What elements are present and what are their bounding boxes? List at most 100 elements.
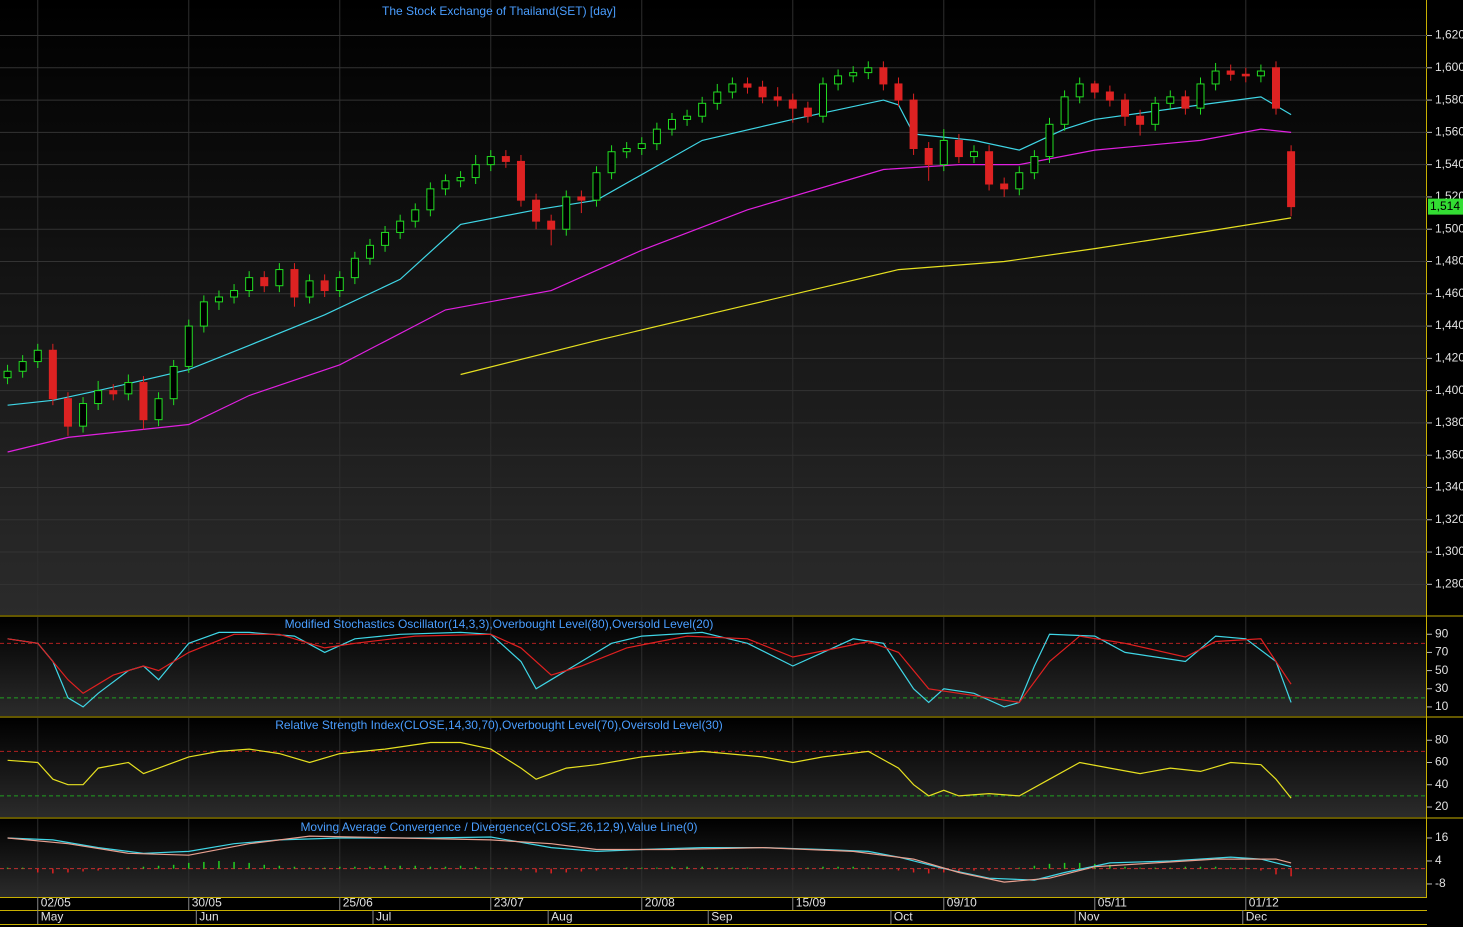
x-tick-label: 02/05 — [41, 896, 71, 910]
candle-body — [683, 115, 692, 120]
histogram-bar — [927, 868, 930, 874]
histogram-bar — [1169, 867, 1172, 869]
candle-body — [290, 269, 299, 298]
candle-body — [3, 370, 12, 379]
candle-body — [622, 148, 631, 153]
histogram-bar — [958, 868, 960, 872]
candle-body — [607, 151, 616, 174]
histogram-bar — [867, 867, 870, 869]
candle-body — [214, 296, 223, 303]
candle-body — [335, 277, 344, 292]
histogram-bar — [278, 865, 281, 869]
candle-body — [381, 231, 390, 246]
y-tick-label: 70 — [1435, 645, 1449, 659]
histogram-bar — [444, 866, 447, 869]
histogram-bar — [746, 867, 749, 869]
y-tick-label: 1,440 — [1435, 318, 1463, 332]
x-tick-label: 01/12 — [1249, 896, 1279, 910]
candle-body — [109, 390, 118, 395]
x-tick-label: 09/10 — [947, 896, 977, 910]
histogram-bar — [671, 866, 673, 869]
histogram-bar — [112, 868, 115, 870]
y-tick-label: 90 — [1435, 626, 1449, 640]
candle-body — [396, 220, 405, 233]
y-tick-label: 1,460 — [1435, 286, 1463, 300]
candle-body — [818, 83, 827, 117]
candle-body — [879, 67, 888, 85]
histogram-bar — [520, 868, 522, 871]
histogram-bar — [837, 866, 839, 869]
candle-body — [939, 139, 948, 166]
candle-body — [954, 139, 963, 158]
histogram-bar — [731, 867, 734, 869]
month-label: Jun — [199, 910, 218, 924]
candle-body — [1030, 156, 1039, 174]
x-tick-label: 05/11 — [1098, 896, 1127, 910]
candle-body — [1105, 91, 1114, 101]
last-price-label: 1,514 — [1430, 199, 1460, 213]
histogram-bar — [1199, 866, 1202, 869]
y-tick-label: 1,540 — [1435, 157, 1463, 171]
rsi-panel-bg — [0, 718, 1427, 817]
month-label: Nov — [1078, 910, 1099, 924]
y-tick-label: 40 — [1435, 777, 1449, 791]
candle-body — [79, 403, 88, 427]
candle-body — [698, 102, 707, 117]
y-tick-label: 1,340 — [1435, 480, 1463, 494]
candle-body — [969, 151, 978, 158]
candle-body — [1136, 115, 1145, 125]
candle-body — [758, 86, 767, 98]
histogram-bar — [263, 864, 266, 869]
candle-body — [743, 83, 752, 88]
candle-body — [1256, 70, 1265, 77]
candle-body — [849, 72, 858, 77]
histogram-bar — [580, 868, 583, 872]
histogram-bar — [429, 866, 432, 869]
month-label: Jul — [376, 910, 391, 924]
histogram-bar — [354, 866, 356, 869]
histogram-bar — [852, 866, 854, 869]
histogram-bar — [157, 865, 160, 869]
y-tick-label: 1,560 — [1435, 125, 1463, 139]
histogram-bar — [399, 865, 401, 869]
candle-body — [48, 349, 57, 400]
candle-body — [33, 349, 42, 363]
candle-body — [320, 280, 329, 292]
y-tick-label: 80 — [1435, 732, 1449, 746]
candle-body — [1196, 83, 1205, 109]
histogram-bar — [172, 864, 175, 869]
histogram-bar — [1109, 864, 1111, 869]
y-tick-label: 1,280 — [1435, 577, 1463, 591]
stoch-panel-bg — [0, 617, 1427, 716]
histogram-bar — [37, 868, 39, 873]
moving-average — [7, 96, 1292, 406]
indicator-line — [7, 631, 1292, 708]
histogram-bar — [459, 865, 462, 869]
candle-body — [652, 128, 661, 145]
y-tick-label: 1,320 — [1435, 512, 1463, 526]
histogram-bar — [1245, 867, 1247, 869]
indicator-line — [7, 633, 1292, 704]
indicator-line — [7, 741, 1292, 799]
histogram-bar — [1154, 867, 1156, 869]
histogram-bar — [1260, 868, 1262, 871]
histogram-bar — [233, 861, 235, 869]
y-tick-label: 1,600 — [1435, 60, 1463, 74]
histogram-bar — [656, 867, 658, 869]
histogram-bar — [1275, 868, 1277, 875]
histogram-bar — [474, 866, 477, 869]
candle-body — [1287, 151, 1296, 208]
candle-body — [773, 96, 782, 101]
panel-title: Modified Stochastics Oscillator(14,3,3),… — [285, 617, 714, 631]
candle-body — [1060, 96, 1069, 125]
candle-body — [1151, 102, 1160, 125]
candle-body — [1045, 123, 1054, 158]
candle-body — [350, 257, 359, 279]
panel-title: Relative Strength Index(CLOSE,14,30,70),… — [275, 718, 723, 732]
candle-body — [1271, 67, 1280, 109]
y-tick-label: 1,380 — [1435, 415, 1463, 429]
y-tick-label: 1,580 — [1435, 92, 1463, 106]
candle-body — [834, 75, 843, 85]
histogram-bar — [1139, 867, 1141, 869]
